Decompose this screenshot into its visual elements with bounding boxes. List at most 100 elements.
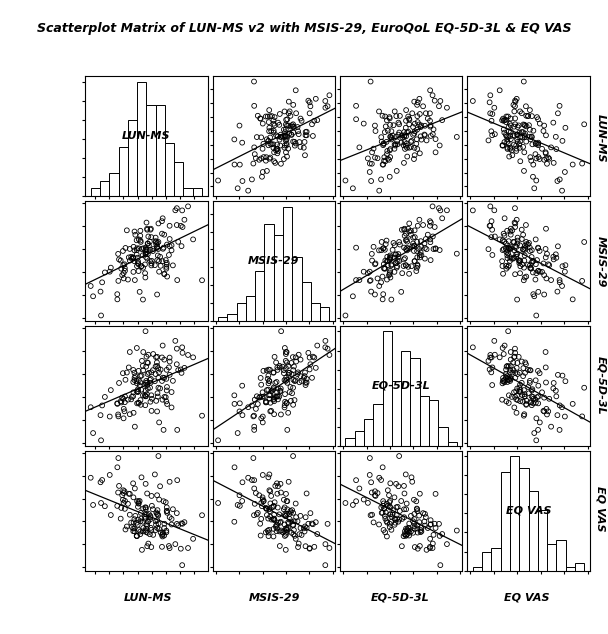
Point — [120, 391, 130, 401]
Point — [141, 378, 151, 388]
Point — [399, 504, 409, 514]
Point — [269, 514, 278, 524]
Point — [308, 352, 318, 362]
Point — [535, 246, 545, 256]
Point — [159, 373, 169, 383]
Point — [426, 520, 435, 530]
Point — [380, 245, 390, 255]
Point — [385, 478, 395, 488]
Point — [511, 368, 520, 378]
Point — [488, 250, 497, 260]
Point — [97, 277, 107, 287]
Point — [130, 256, 139, 266]
Point — [119, 498, 128, 508]
Point — [504, 236, 514, 246]
Point — [283, 361, 293, 371]
Point — [387, 126, 396, 136]
Point — [486, 367, 496, 377]
Point — [393, 129, 403, 139]
Point — [412, 262, 422, 273]
Point — [266, 126, 276, 136]
Point — [392, 262, 401, 273]
Point — [537, 267, 547, 277]
Point — [380, 511, 390, 521]
Point — [558, 136, 567, 146]
Point — [158, 529, 168, 539]
Point — [119, 394, 128, 404]
Point — [142, 352, 151, 362]
Point — [161, 497, 171, 507]
Point — [521, 220, 531, 230]
Point — [311, 517, 320, 527]
Point — [504, 122, 514, 132]
Point — [490, 129, 500, 139]
Point — [501, 243, 511, 254]
Point — [541, 377, 551, 387]
Point — [112, 462, 122, 472]
Point — [290, 141, 300, 151]
Point — [390, 520, 399, 530]
Point — [483, 356, 493, 366]
Point — [539, 126, 548, 136]
Point — [553, 108, 563, 119]
Point — [289, 525, 299, 535]
Point — [261, 152, 271, 162]
Point — [120, 375, 130, 385]
Point — [527, 391, 536, 401]
Point — [508, 368, 517, 378]
Point — [269, 156, 279, 166]
Point — [366, 287, 376, 297]
Point — [151, 369, 161, 379]
Point — [285, 514, 294, 524]
Point — [137, 244, 147, 254]
Point — [258, 144, 268, 154]
Point — [520, 120, 530, 131]
Point — [252, 509, 261, 519]
Point — [257, 172, 267, 182]
Point — [148, 246, 158, 256]
Point — [300, 521, 310, 531]
Point — [401, 141, 411, 151]
Point — [374, 519, 384, 529]
Point — [533, 243, 543, 254]
Point — [410, 143, 420, 153]
Point — [510, 217, 519, 228]
Bar — [174, 162, 184, 196]
Point — [511, 242, 521, 252]
Point — [274, 391, 284, 401]
Point — [418, 220, 428, 230]
Point — [430, 244, 440, 254]
Point — [430, 134, 440, 144]
Point — [519, 262, 529, 273]
Point — [485, 108, 495, 119]
Point — [401, 244, 411, 254]
Point — [264, 376, 274, 386]
Point — [525, 263, 535, 273]
Point — [544, 153, 554, 164]
Point — [435, 140, 444, 150]
Point — [391, 258, 401, 268]
Point — [127, 392, 137, 402]
Point — [235, 160, 244, 170]
Point — [426, 255, 435, 265]
Point — [396, 138, 406, 148]
Point — [384, 270, 394, 280]
Point — [400, 144, 410, 154]
Point — [153, 363, 163, 373]
Point — [502, 264, 511, 274]
Point — [280, 140, 289, 150]
Point — [527, 132, 537, 142]
Point — [541, 148, 551, 158]
Point — [518, 230, 528, 240]
Point — [531, 394, 541, 404]
Point — [382, 499, 392, 509]
Point — [502, 396, 511, 406]
Point — [408, 130, 418, 140]
Point — [151, 396, 161, 406]
Point — [391, 132, 401, 142]
Point — [281, 530, 291, 540]
Point — [379, 263, 389, 273]
Point — [253, 399, 263, 409]
Point — [557, 186, 567, 196]
Point — [157, 256, 167, 266]
